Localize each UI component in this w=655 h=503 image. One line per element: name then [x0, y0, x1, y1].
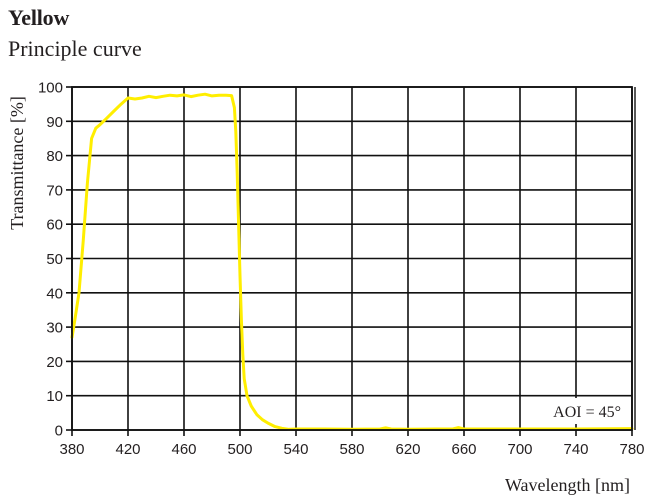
- plot-frame: [71, 86, 636, 431]
- x-tick-label: 500: [227, 441, 252, 458]
- aoi-annotation: AOI = 45°: [553, 404, 621, 421]
- x-axis-ticks: 380 420 460 500 540 580 620 660 700 740 780: [59, 430, 645, 458]
- x-tick-label: 740: [563, 441, 588, 458]
- x-tick-label: 780: [619, 441, 644, 458]
- y-axis-ticks: 0 10 20 30 40 50 60 70 80 90 100: [38, 80, 72, 440]
- y-tick-label: 0: [55, 423, 63, 440]
- grid-lines: [71, 86, 633, 431]
- x-tick-label: 420: [115, 441, 140, 458]
- x-tick-label: 540: [283, 441, 308, 458]
- x-tick-label: 620: [395, 441, 420, 458]
- y-tick-label: 80: [46, 148, 63, 165]
- y-tick-label: 20: [46, 354, 63, 371]
- y-tick-label: 100: [38, 80, 63, 97]
- chart-title: Yellow: [8, 5, 70, 30]
- y-tick-label: 10: [46, 388, 63, 405]
- y-tick-label: 60: [46, 217, 63, 234]
- y-tick-label: 70: [46, 182, 63, 199]
- y-tick-label: 40: [46, 285, 63, 302]
- x-tick-label: 580: [339, 441, 364, 458]
- x-tick-label: 380: [59, 441, 84, 458]
- annotation-background: [538, 398, 630, 424]
- x-tick-label: 460: [171, 441, 196, 458]
- y-tick-label: 50: [46, 251, 63, 268]
- x-tick-label: 660: [451, 441, 476, 458]
- y-tick-label: 90: [46, 114, 63, 131]
- chart-subtitle: Principle curve: [8, 36, 142, 61]
- y-axis-title: Transmittance [%]: [7, 96, 27, 230]
- x-tick-label: 700: [507, 441, 532, 458]
- transmittance-curve: [70, 92, 634, 431]
- x-axis-title: Wavelength [nm]: [505, 475, 630, 495]
- y-tick-label: 30: [46, 320, 63, 337]
